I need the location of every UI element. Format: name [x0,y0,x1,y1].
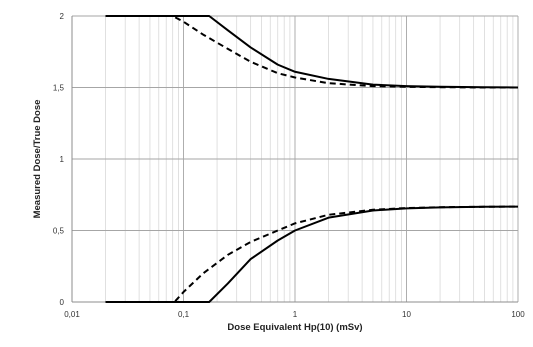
x-tick-label: 100 [511,310,525,319]
series-line-2-dashed [105,15,518,89]
y-tick-labels: 0 0,5 1 1,5 2 [53,12,65,307]
y-tick-label: 1 [60,155,65,164]
y-tick-label: 0 [60,298,65,307]
x-axis-title: Dose Equivalent Hp(10) (mSv) [227,322,362,333]
x-tick-label: 1 [293,310,298,319]
y-axis-title: Measured Dose/True Dose [32,100,43,219]
x-tick-label: 0,1 [178,310,190,319]
series-group [105,15,519,303]
x-tick-label: 0,01 [64,310,80,319]
series-line-1-solid [105,15,519,89]
series-line-4-dashed [105,205,519,303]
x-tick-label: 10 [402,310,411,319]
grid [72,15,519,302]
x-tick-labels: 0,01 0,1 1 10 100 [64,310,525,319]
y-tick-label: 2 [60,12,65,21]
y-tick-label: 1,5 [53,84,65,93]
y-tick-label: 0,5 [53,227,65,236]
series-line-3-solid [105,205,519,303]
